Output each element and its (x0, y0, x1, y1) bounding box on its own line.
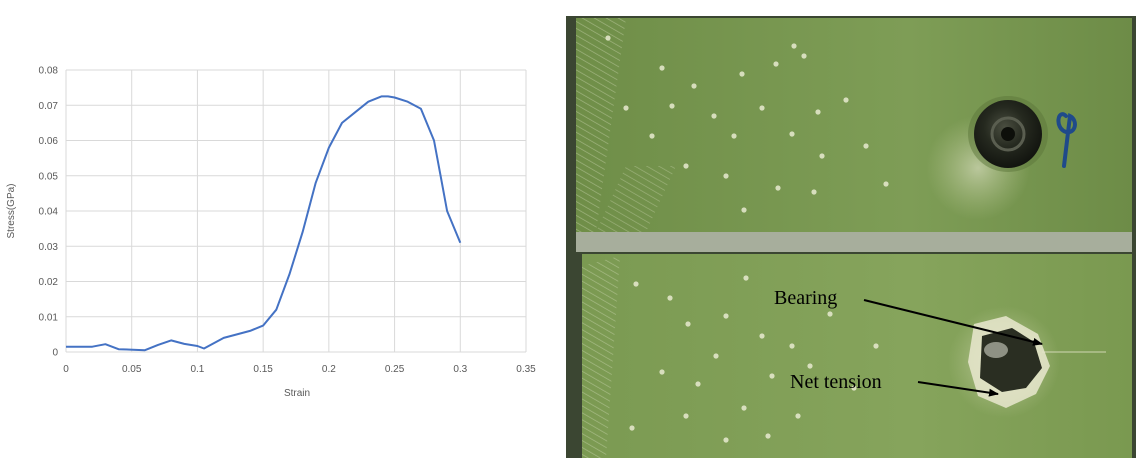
fiber-dot (691, 83, 697, 89)
fiber-dot (815, 109, 821, 115)
y-tick-label: 0.01 (39, 312, 59, 323)
fiber-dot (759, 333, 765, 339)
fiber-dot (775, 185, 781, 191)
x-tick-label: 0.25 (385, 364, 405, 375)
y-tick-label: 0.04 (39, 207, 59, 218)
top-specimen-dots (605, 35, 889, 213)
y-tick-label: 0.07 (39, 101, 59, 112)
chart-gridlines (65, 69, 527, 353)
fiber-dot (633, 281, 639, 287)
fiber-dot (711, 113, 717, 119)
fiber-dot (773, 61, 779, 67)
y-axis-ticks: 0 0.01 0.02 0.03 0.04 0.05 0.06 0.07 0.08 (39, 66, 59, 359)
net-tension-label: Net tension (790, 371, 882, 393)
fiber-dot (723, 173, 729, 179)
fiber-dot (667, 295, 673, 301)
fiber-dot (883, 181, 889, 187)
fiber-dot (863, 143, 869, 149)
fiber-dot (683, 163, 689, 169)
bearing-arrow (863, 299, 1043, 346)
stress-strain-chart: 0 0.05 0.1 0.15 0.2 0.25 0.3 0.35 0 0.01 0.02 0.03… (0, 0, 560, 458)
chart-canvas: 0 0.05 0.1 0.15 0.2 0.25 0.3 0.35 0 0.01 0.02 0.03… (6, 66, 536, 400)
x-tick-label: 0.3 (453, 364, 467, 375)
fiber-dot (649, 133, 655, 139)
specimen-photo-canvas: Bearing Net tension (566, 16, 1136, 458)
fiber-dot (683, 413, 689, 419)
x-axis-title: Strain (284, 388, 310, 399)
fiber-dot (605, 35, 611, 41)
fiber-dot (713, 353, 719, 359)
x-axis-ticks: 0 0.05 0.1 0.15 0.2 0.25 0.3 0.35 (63, 364, 536, 375)
x-tick-label: 0.1 (190, 364, 204, 375)
bottom-specimen (582, 254, 1132, 458)
fiber-dot (741, 405, 747, 411)
fiber-dot (765, 433, 771, 439)
fiber-dot (811, 189, 817, 195)
stress-strain-line (66, 95, 462, 352)
fiber-dot (741, 207, 747, 213)
fiber-dot (723, 437, 729, 443)
fiber-dot (807, 363, 813, 369)
fiber-dot (623, 105, 629, 111)
x-tick-label: 0.35 (516, 364, 536, 375)
y-axis-title: Stress(GPa) (6, 183, 17, 238)
fiber-dot (769, 373, 775, 379)
fiber-dot (791, 43, 797, 49)
bottom-specimen-dots (629, 275, 879, 443)
y-tick-label: 0.03 (39, 242, 59, 253)
x-tick-label: 0.15 (253, 364, 273, 375)
chart-series (66, 95, 462, 352)
bearing-label: Bearing (774, 287, 837, 309)
fiber-dot (739, 71, 745, 77)
fiber-dot (843, 97, 849, 103)
fiber-dot (723, 313, 729, 319)
fiber-dot (789, 343, 795, 349)
fiber-dot (789, 131, 795, 137)
y-tick-label: 0 (52, 348, 58, 359)
fiber-dot (827, 311, 833, 317)
y-tick-label: 0.05 (39, 171, 59, 182)
fiber-dot (743, 275, 749, 281)
top-specimen (576, 18, 1132, 232)
fiber-dot (659, 65, 665, 71)
x-tick-label: 0.2 (322, 364, 336, 375)
x-tick-label: 0.05 (122, 364, 142, 375)
y-tick-label: 0.06 (39, 136, 59, 147)
fiber-dot (629, 425, 635, 431)
fiber-dot (669, 103, 675, 109)
fiber-dot (759, 105, 765, 111)
fiber-dot (695, 381, 701, 387)
net-tension-arrow (917, 381, 999, 397)
fiber-dot (851, 385, 857, 391)
specimen-photo: Bearing Net tension (566, 16, 1136, 458)
fiber-dot (685, 321, 691, 327)
fiber-dot (731, 133, 737, 139)
fiber-dot (659, 369, 665, 375)
x-tick-label: 0 (63, 364, 69, 375)
fiber-dot (819, 153, 825, 159)
y-tick-label: 0.02 (39, 277, 59, 288)
fiber-dot (873, 343, 879, 349)
handwritten-9 (1056, 112, 1077, 168)
fiber-dot (795, 413, 801, 419)
y-tick-label: 0.08 (39, 66, 59, 77)
fiber-dot (801, 53, 807, 59)
